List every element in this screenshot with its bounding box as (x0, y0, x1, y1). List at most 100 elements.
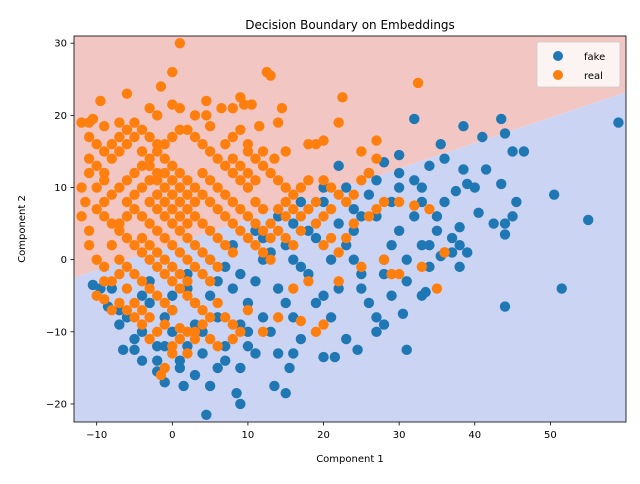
point-real (235, 203, 246, 215)
point-real (303, 139, 314, 150)
point-real (250, 153, 261, 164)
point-real (280, 196, 291, 208)
point-real (144, 196, 155, 208)
points-layer (76, 38, 624, 420)
point-real (167, 131, 178, 143)
point-real (280, 182, 291, 193)
point-real (182, 189, 193, 200)
point-real (91, 160, 102, 172)
point-fake (496, 113, 507, 125)
point-real (295, 211, 307, 222)
point-fake (144, 276, 155, 287)
point-real (99, 167, 110, 179)
point-real (151, 167, 163, 179)
point-real (99, 196, 110, 208)
point-real (174, 247, 186, 258)
point-real (250, 218, 261, 229)
point-fake (151, 341, 163, 352)
point-fake (257, 232, 269, 244)
point-fake (265, 247, 276, 258)
point-real (99, 261, 110, 273)
x-tick-label: 20 (317, 430, 330, 441)
point-real (318, 319, 329, 330)
point-real (114, 182, 125, 193)
point-real (288, 283, 299, 294)
point-real (257, 203, 269, 215)
legend-label-real: real (584, 71, 603, 82)
point-fake (420, 286, 431, 298)
point-fake (227, 283, 238, 294)
point-real (197, 319, 208, 330)
point-real (235, 124, 246, 135)
point-real (257, 247, 269, 258)
point-real (295, 182, 307, 193)
point-real (151, 261, 163, 273)
point-fake (439, 153, 450, 164)
y-tick-label: −20 (46, 399, 67, 410)
point-fake (114, 319, 125, 330)
point-real (129, 117, 140, 128)
point-real (333, 117, 344, 128)
point-real (182, 175, 193, 186)
point-real (76, 182, 87, 193)
point-real (204, 146, 216, 157)
y-tick-label: 20 (54, 111, 67, 122)
point-real (189, 326, 201, 338)
point-fake (174, 362, 186, 374)
point-real (227, 247, 238, 258)
point-real (182, 254, 193, 265)
point-fake (144, 297, 155, 309)
point-real (167, 276, 178, 287)
point-real (265, 232, 276, 244)
point-real (356, 175, 367, 186)
point-fake (182, 283, 193, 294)
point-real (155, 369, 167, 381)
point-real (159, 196, 170, 208)
point-real (204, 276, 216, 287)
point-fake (507, 211, 518, 222)
point-fake (393, 182, 405, 193)
point-real (242, 211, 254, 222)
point-real (159, 232, 170, 244)
point-fake (212, 362, 223, 374)
point-real (220, 211, 231, 222)
point-fake (341, 182, 352, 193)
point-real (325, 232, 337, 244)
decision-region-real (74, 36, 626, 278)
point-fake (212, 276, 223, 287)
point-real (250, 196, 261, 208)
point-fake (151, 355, 163, 366)
point-real (121, 261, 133, 273)
point-real (114, 146, 125, 157)
y-axis-ticks: −20 −10 0 10 20 30 (46, 39, 74, 410)
point-real (121, 139, 133, 150)
y-tick-label: −10 (46, 327, 67, 338)
point-real (151, 110, 163, 121)
point-real (280, 146, 291, 157)
point-real (197, 189, 208, 200)
point-real (99, 175, 110, 186)
point-fake (295, 333, 307, 345)
point-real (174, 182, 186, 193)
point-fake (272, 211, 284, 222)
point-real (144, 175, 155, 186)
point-real (204, 254, 216, 265)
point-real (76, 211, 87, 222)
point-real (220, 240, 231, 251)
point-fake (136, 326, 148, 338)
chart-title: Decision Boundary on Embeddings (245, 18, 455, 32)
point-fake (235, 319, 246, 330)
point-real (393, 196, 405, 208)
point-real (227, 131, 238, 143)
point-real (129, 189, 140, 200)
point-real (155, 81, 167, 92)
point-real (412, 77, 424, 89)
point-real (99, 211, 110, 222)
point-real (99, 294, 110, 305)
point-fake (280, 297, 291, 309)
x-tick-label: −10 (86, 430, 107, 441)
point-real (144, 333, 155, 345)
y-tick-label: 0 (61, 255, 67, 266)
point-fake (318, 196, 329, 208)
